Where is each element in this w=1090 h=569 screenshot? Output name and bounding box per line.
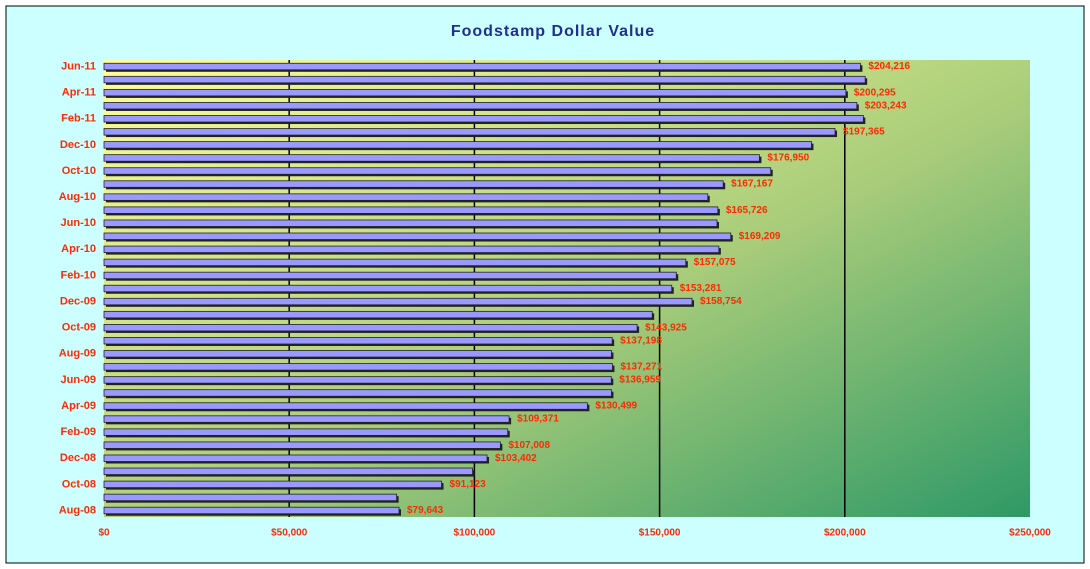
y-tick-label: Dec-08 <box>60 452 96 464</box>
value-label: $153,281 <box>680 283 722 294</box>
y-tick-label: Dec-09 <box>60 295 96 307</box>
bar <box>103 258 687 267</box>
x-tick-label: $100,000 <box>454 528 496 539</box>
y-tick-label: Feb-11 <box>61 113 96 125</box>
value-label: $79,643 <box>407 505 444 516</box>
bar <box>103 297 693 306</box>
value-label: $137,271 <box>620 361 662 372</box>
value-label: $158,754 <box>700 296 742 307</box>
value-label: $103,402 <box>495 453 537 464</box>
value-label: $137,198 <box>620 335 662 346</box>
value-label: $169,209 <box>739 231 781 242</box>
y-tick-label: Aug-09 <box>59 348 96 360</box>
bar <box>103 506 400 515</box>
bar <box>103 193 709 201</box>
value-label: $109,371 <box>517 414 559 425</box>
bar <box>103 389 612 397</box>
y-tick-label: Oct-10 <box>62 165 96 177</box>
value-label: $136,959 <box>619 375 661 386</box>
bar <box>103 115 864 123</box>
bar <box>103 480 442 489</box>
value-label: $107,008 <box>508 440 550 451</box>
y-tick-label: Oct-09 <box>62 322 96 334</box>
bar <box>103 376 612 384</box>
bar <box>103 467 473 475</box>
y-tick-label: Jun-11 <box>61 60 96 72</box>
value-label: $203,243 <box>865 100 907 111</box>
value-label: $165,726 <box>726 205 768 216</box>
bar <box>103 102 858 110</box>
bar <box>103 493 398 502</box>
value-label: $197,365 <box>843 126 885 137</box>
y-tick-label: Aug-08 <box>59 504 96 516</box>
value-label: $176,950 <box>767 153 809 164</box>
bar <box>103 154 760 162</box>
bar <box>103 167 772 175</box>
y-tick-label: Oct-08 <box>62 478 96 490</box>
bar <box>103 324 638 332</box>
y-tick-label: Jun-10 <box>61 217 96 229</box>
y-tick-label: Apr-09 <box>61 400 96 412</box>
bar <box>103 219 718 227</box>
bar <box>103 454 488 462</box>
value-label: $167,167 <box>731 179 773 190</box>
value-label: $130,499 <box>595 401 637 412</box>
bar <box>103 337 613 345</box>
bar <box>103 441 501 449</box>
y-tick-label: Feb-09 <box>61 426 96 438</box>
y-tick-label: Apr-10 <box>61 243 96 255</box>
bar <box>103 88 847 97</box>
y-tick-label: Feb-10 <box>61 269 96 281</box>
bar <box>103 75 866 84</box>
x-tick-label: $0 <box>98 528 110 539</box>
y-tick-label: Jun-09 <box>61 374 96 386</box>
bar <box>103 232 732 240</box>
chart-title: Foodstamp Dollar Value <box>451 23 655 40</box>
y-tick-label: Apr-11 <box>62 87 96 99</box>
x-tick-label: $150,000 <box>639 528 681 539</box>
bar <box>103 245 720 253</box>
value-label: $204,216 <box>868 61 910 72</box>
y-tick-label: Dec-10 <box>60 139 96 151</box>
bar <box>103 180 724 188</box>
bar <box>103 141 812 149</box>
bar <box>103 415 510 423</box>
bar <box>103 310 653 319</box>
bar <box>103 62 861 71</box>
value-label: $157,075 <box>694 257 736 268</box>
bar <box>103 363 613 371</box>
bar <box>103 350 612 358</box>
x-tick-label: $50,000 <box>271 528 308 539</box>
value-label: $143,925 <box>645 322 687 333</box>
bar <box>103 284 673 293</box>
bar <box>103 206 719 214</box>
bar <box>103 128 836 136</box>
bar <box>103 271 677 280</box>
value-label: $91,123 <box>450 479 487 490</box>
bar <box>103 428 509 436</box>
x-tick-label: $200,000 <box>824 528 866 539</box>
y-tick-label: Aug-10 <box>59 191 96 203</box>
bar <box>103 402 588 410</box>
x-tick-label: $250,000 <box>1009 528 1051 539</box>
value-label: $200,295 <box>854 87 896 98</box>
